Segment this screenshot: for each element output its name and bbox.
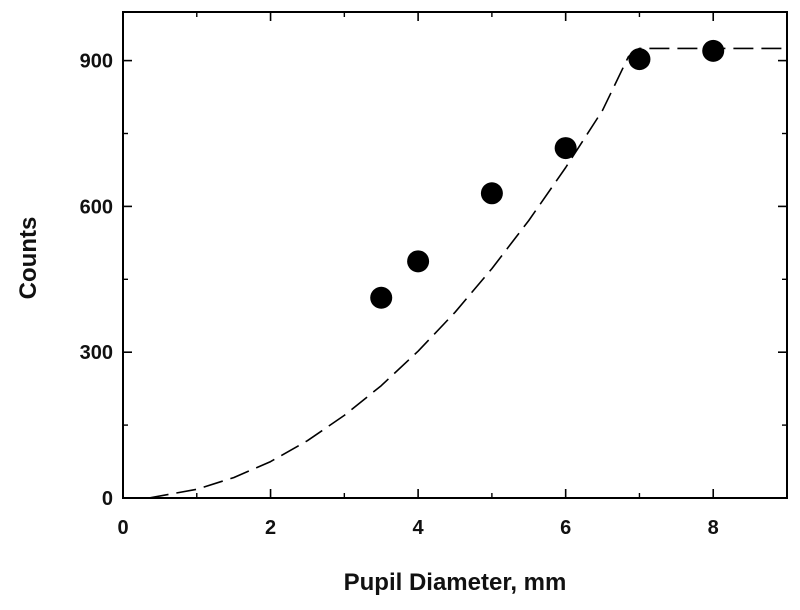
y-tick-label: 0 (102, 488, 113, 510)
y-axis: 0 300 600 900 (80, 51, 787, 510)
y-tick-label: 900 (80, 51, 113, 73)
y-axis-label: Counts (15, 217, 42, 300)
data-point (480, 182, 503, 205)
data-point (370, 286, 393, 309)
x-tick-label: 2 (265, 517, 276, 539)
x-tick-label: 6 (560, 517, 571, 539)
x-axis: 0 2 4 6 8 (117, 12, 788, 539)
x-axis-label: Pupil Diameter, mm (344, 569, 567, 596)
x-tick-label: 8 (708, 517, 719, 539)
plot-frame (122, 11, 788, 499)
y-tick-label: 300 (80, 342, 113, 364)
x-tick-label: 0 (117, 517, 128, 539)
data-point (628, 48, 651, 71)
data-point (702, 39, 725, 62)
model-curve-dashed (148, 47, 787, 499)
plot-area (122, 11, 788, 499)
data-point (554, 137, 577, 160)
data-point (407, 250, 430, 273)
y-tick-label: 600 (80, 196, 113, 218)
x-tick-label: 4 (413, 517, 425, 539)
